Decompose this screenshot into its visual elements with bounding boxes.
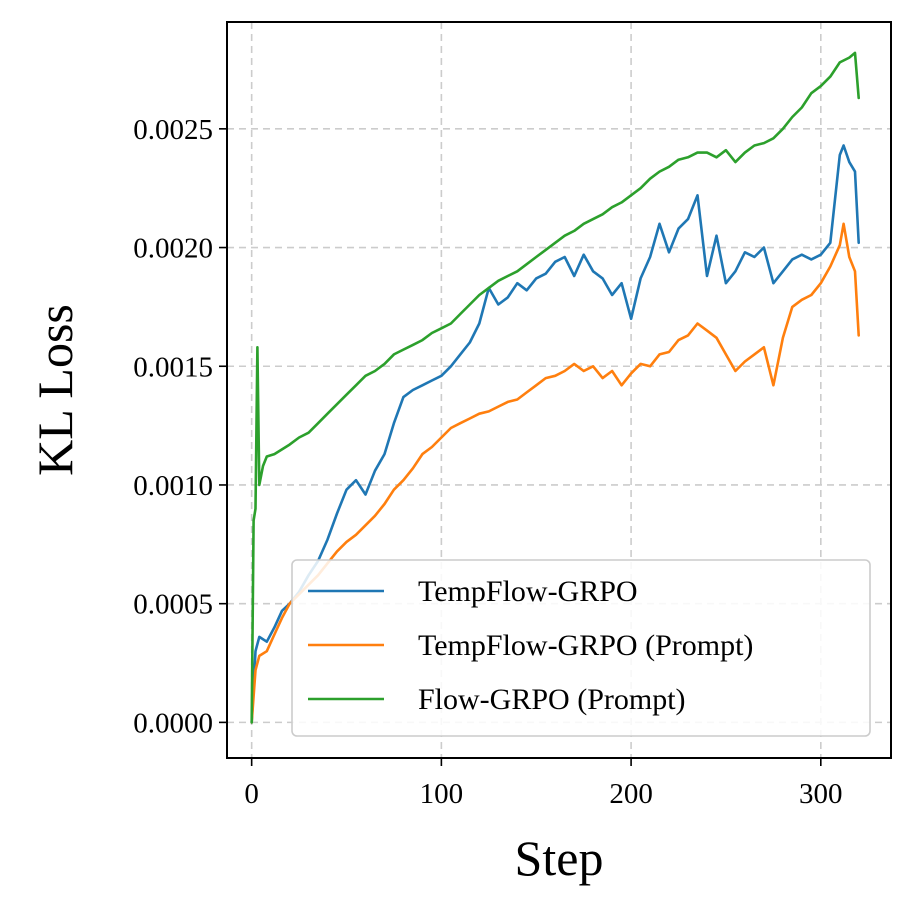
series-line-1 <box>250 144 861 724</box>
y-tick-label: 0.0005 <box>133 589 213 621</box>
y-tick-label: 0.0020 <box>133 233 213 265</box>
y-tick-label: 0.0010 <box>133 470 213 502</box>
x-tick-label: 200 <box>609 778 653 810</box>
series-line-2 <box>250 222 861 724</box>
plot-frame <box>226 21 892 759</box>
x-tick-label: 0 <box>244 778 259 810</box>
y-tick-label: 0.0000 <box>133 707 213 739</box>
legend-label-3: Flow-GRPO (Prompt) <box>418 683 686 716</box>
y-tick-label: 0.0015 <box>133 351 213 383</box>
x-tick-label: 300 <box>799 778 843 810</box>
legend-label-1: TempFlow-GRPO <box>418 575 638 608</box>
legend-box <box>291 559 871 737</box>
y-tick-label: 0.0025 <box>133 114 213 146</box>
legend: TempFlow-GRPO TempFlow-GRPO (Prompt) Flow-… <box>291 559 871 737</box>
series-layer <box>250 51 861 724</box>
series-line-3 <box>250 51 861 724</box>
legend-label-2: TempFlow-GRPO (Prompt) <box>418 629 753 662</box>
x-axis-label: Step <box>515 830 604 886</box>
y-axis-label: KL Loss <box>27 304 83 476</box>
x-tick-label: 100 <box>420 778 464 810</box>
legend-items: TempFlow-GRPO TempFlow-GRPO (Prompt) Flow-… <box>308 575 753 716</box>
ticks-layer: 0 100 200 300 0.0000 0.0005 0.0010 0.0015 0.0020… <box>133 114 842 810</box>
